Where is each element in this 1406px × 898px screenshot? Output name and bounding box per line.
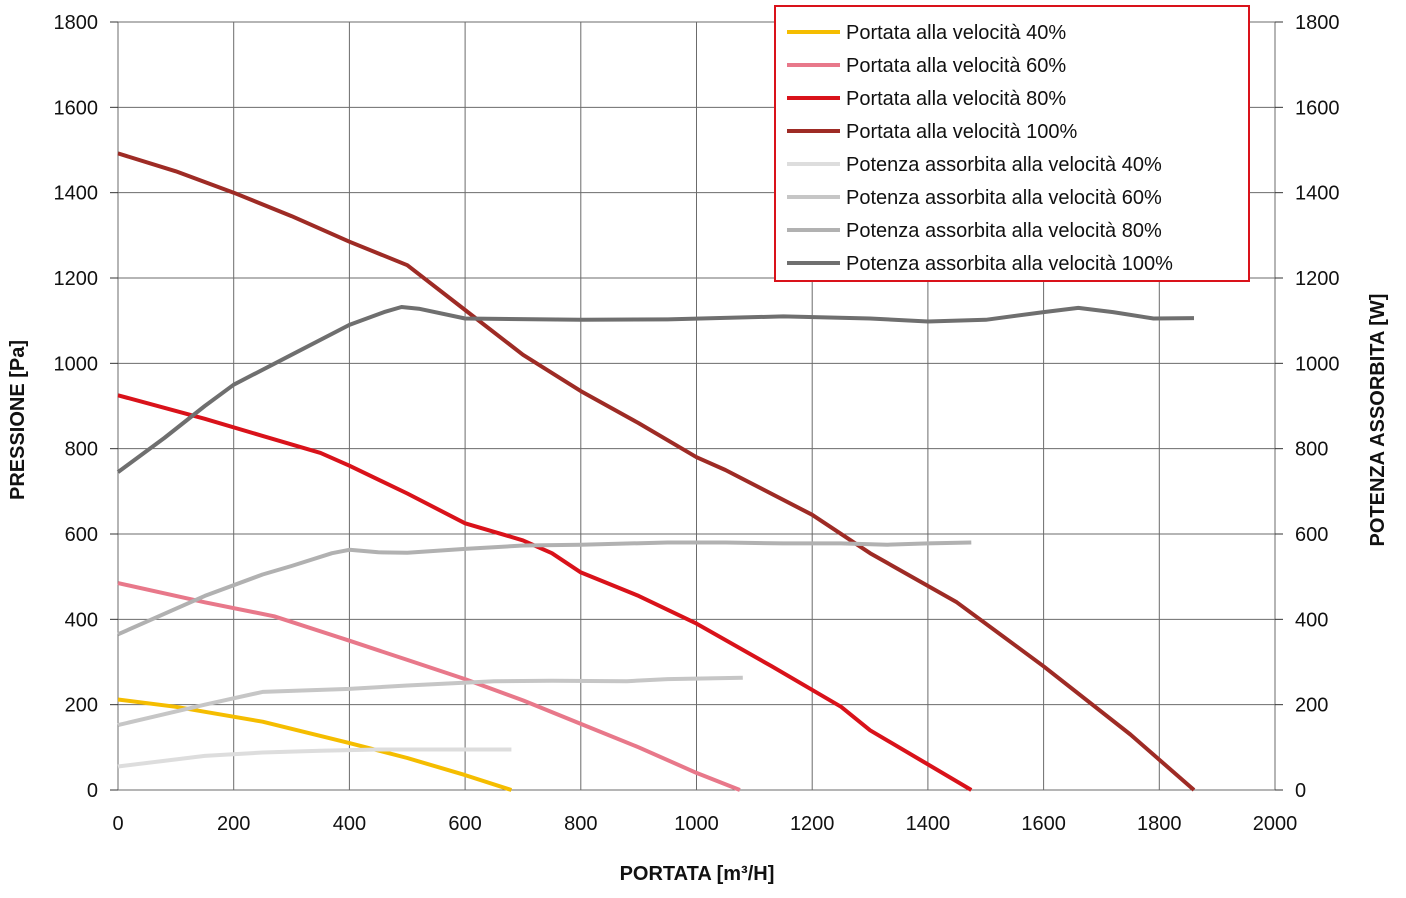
gridlines: [110, 21, 1283, 791]
legend-label: Portata alla velocità 60%: [846, 55, 1066, 77]
y2-tick-label: 1200: [1295, 268, 1340, 290]
series-line-6: [117, 675, 743, 728]
series-line-7: [117, 540, 972, 637]
y2-tick-label: 1000: [1295, 353, 1340, 375]
legend-label: Potenza assorbita alla velocità 60%: [846, 187, 1162, 209]
legend-label: Potenza assorbita alla velocità 80%: [846, 220, 1162, 242]
y2-tick-label: 800: [1295, 439, 1328, 461]
series-line-5: [117, 747, 512, 769]
x-tick-label: 200: [217, 813, 250, 835]
x-tick-label: 0: [112, 813, 123, 835]
y-tick-label: 1600: [54, 97, 99, 119]
y-tick-label: 200: [65, 695, 98, 717]
y-tick-label: 600: [65, 524, 98, 546]
x-tick-label: 600: [448, 813, 481, 835]
x-tick-label: 1600: [1021, 813, 1066, 835]
legend-label: Potenza assorbita alla velocità 100%: [846, 253, 1173, 275]
x-tick-label: 2000: [1253, 813, 1298, 835]
y-tick-label: 0: [87, 780, 98, 802]
series-line-1: [117, 697, 513, 792]
y-tick-label: 1400: [54, 183, 99, 205]
series-layer: [116, 151, 1196, 792]
x-tick-label: 1400: [906, 813, 951, 835]
x-tick-label: 400: [333, 813, 366, 835]
x-tick-label: 1200: [790, 813, 835, 835]
y-axis-title: PRESSIONE [Pa]: [7, 340, 29, 500]
legend-box: [774, 5, 1250, 282]
legend-label: Portata alla velocità 80%: [846, 88, 1066, 110]
tick-labels: 0 200 400 600 800 1000 1200 1400 1600 1800 2000020…: [54, 12, 1340, 835]
legend: Portata alla velocità 40% Portata alla ve…: [774, 5, 1250, 282]
y-tick-label: 1200: [54, 268, 99, 290]
x-axis-title: PORTATA [m³/H]: [620, 863, 775, 885]
series-line-2: [117, 581, 741, 792]
y-tick-label: 1000: [54, 353, 99, 375]
y2-tick-label: 600: [1295, 524, 1328, 546]
y2-tick-label: 200: [1295, 695, 1328, 717]
y2-tick-label: 0: [1295, 780, 1306, 802]
y2-tick-label: 1400: [1295, 183, 1340, 205]
legend-label: Portata alla velocità 40%: [846, 22, 1066, 44]
y-tick-label: 400: [65, 609, 98, 631]
y2-axis-title: POTENZA ASSORBITA [W]: [1367, 294, 1389, 547]
legend-label: Portata alla velocità 100%: [846, 121, 1077, 143]
series-line-4: [117, 151, 1196, 792]
series-line-8: [116, 305, 1195, 474]
y2-tick-label: 1600: [1295, 97, 1340, 119]
y-tick-label: 800: [65, 439, 98, 461]
x-tick-label: 800: [564, 813, 597, 835]
x-tick-label: 1800: [1137, 813, 1182, 835]
y2-tick-label: 1800: [1295, 12, 1340, 34]
legend-label: Potenza assorbita alla velocità 40%: [846, 154, 1162, 176]
y2-tick-label: 400: [1295, 609, 1328, 631]
series-line-3: [117, 393, 973, 792]
y-tick-label: 1800: [54, 12, 99, 34]
x-tick-label: 1000: [674, 813, 719, 835]
